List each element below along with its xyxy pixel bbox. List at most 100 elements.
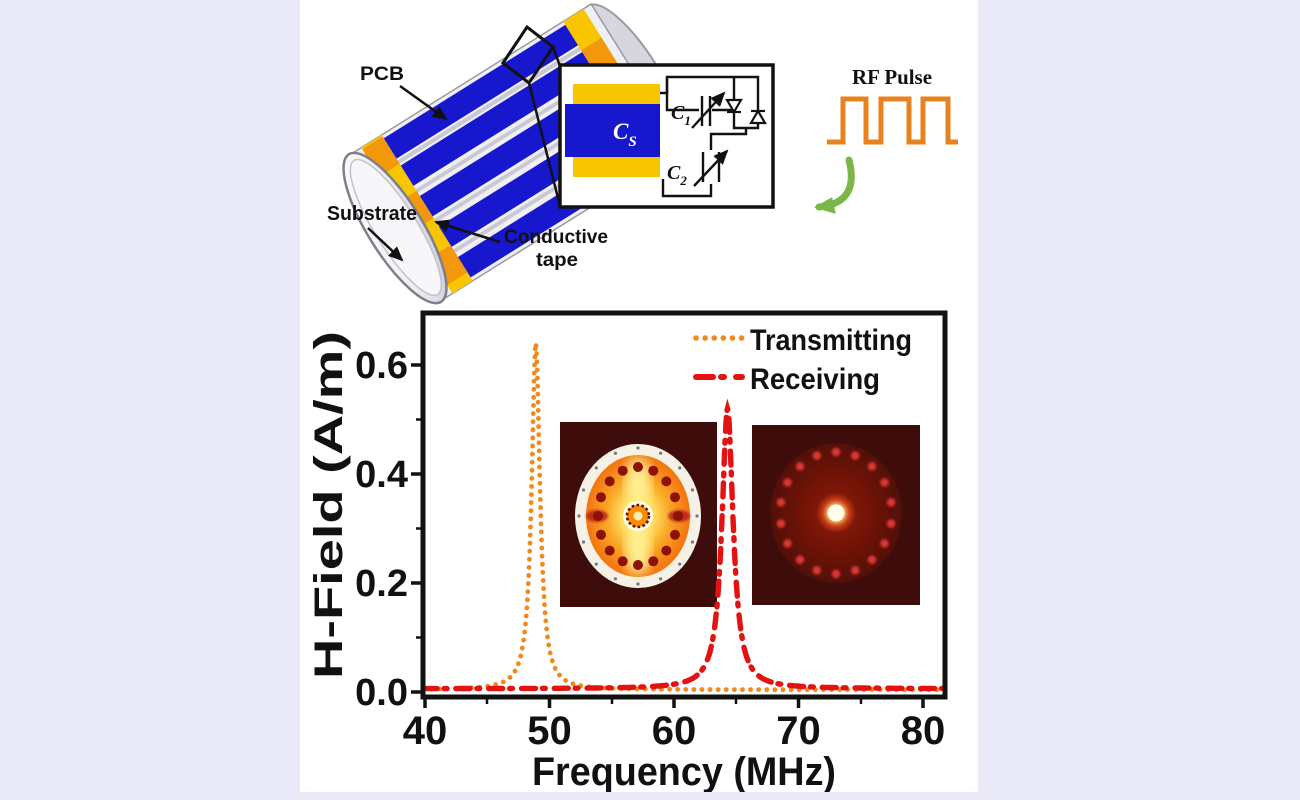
axis-ticks bbox=[411, 363, 925, 708]
circuit-inset: CS C1 C2 bbox=[558, 63, 775, 209]
field-dot bbox=[661, 476, 672, 487]
legend-label-receiving: Receiving bbox=[750, 363, 880, 396]
c2-label: C2 bbox=[667, 162, 687, 188]
conductive-tape-arrow bbox=[434, 219, 501, 244]
field-dot bbox=[880, 539, 889, 548]
y-tick-label: 0.0 bbox=[355, 672, 408, 714]
x-tick-label: 60 bbox=[652, 709, 697, 753]
legend-label-transmitting: Transmitting bbox=[750, 324, 912, 357]
field-dot bbox=[851, 451, 860, 460]
right-field-dots bbox=[776, 447, 896, 579]
field-dot bbox=[678, 466, 682, 470]
field-dot bbox=[831, 569, 841, 579]
inset-left-field-map bbox=[560, 422, 717, 607]
diode-up-icon bbox=[749, 108, 767, 125]
field-dot bbox=[577, 514, 581, 518]
sample-capacitor-body bbox=[565, 104, 660, 157]
y-tick-label: 0.2 bbox=[355, 563, 408, 605]
y-tick-label: 0.6 bbox=[355, 345, 408, 387]
right-center-core bbox=[827, 504, 845, 522]
switch-arrow-icon bbox=[814, 156, 855, 214]
field-dot bbox=[867, 462, 877, 471]
field-dot bbox=[678, 562, 682, 566]
inset-right-field-map bbox=[752, 425, 920, 605]
x-tick-labels: 40 50 60 70 80 bbox=[403, 709, 946, 753]
field-dot bbox=[594, 466, 598, 470]
rf-pulse-group: RF Pulse bbox=[814, 65, 958, 214]
diode-pair bbox=[725, 98, 767, 125]
electrode-top bbox=[573, 84, 660, 104]
y-tick-labels: 0.0 0.2 0.4 0.6 bbox=[355, 345, 408, 714]
field-dot bbox=[880, 478, 889, 487]
field-dot bbox=[613, 451, 617, 455]
diode-down-icon bbox=[725, 98, 743, 115]
x-tick-label: 40 bbox=[403, 709, 448, 753]
plot-frame bbox=[420, 310, 948, 700]
field-dot bbox=[581, 488, 586, 492]
cs-label: CS bbox=[613, 119, 637, 150]
y-axis-title: H-Field (A/m) bbox=[307, 331, 351, 679]
c2-variable-arrow bbox=[693, 149, 729, 187]
pcb-arrow bbox=[399, 84, 448, 121]
coil-annotations: PCB Substrate Conductive tape bbox=[327, 64, 608, 271]
x-tick-label: 70 bbox=[776, 709, 821, 753]
x-axis-title: Frequency (MHz) bbox=[532, 750, 836, 792]
series-curve-receiving bbox=[425, 398, 943, 692]
field-dot bbox=[812, 451, 821, 460]
field-dot bbox=[776, 498, 786, 507]
field-dot bbox=[636, 446, 640, 450]
callout-zoom-box bbox=[500, 24, 562, 207]
field-dot bbox=[636, 582, 640, 586]
x-tick-label: 80 bbox=[901, 709, 946, 753]
field-dot bbox=[648, 465, 659, 476]
left-rim-dots bbox=[577, 446, 699, 586]
field-dot bbox=[776, 519, 786, 528]
rf-pulse-waveform bbox=[827, 96, 958, 145]
rf-pulse-label: RF Pulse bbox=[852, 65, 932, 89]
conductive-tape-label-2: tape bbox=[536, 250, 578, 271]
field-dot bbox=[795, 462, 805, 471]
field-dot bbox=[670, 492, 680, 503]
field-dot bbox=[690, 488, 695, 492]
field-dot bbox=[831, 447, 841, 457]
field-dot bbox=[795, 555, 805, 564]
series-curves bbox=[425, 342, 943, 693]
field-dot bbox=[604, 476, 615, 487]
chart-legend: Transmitting Receiving bbox=[693, 324, 912, 396]
substrate-arrow bbox=[367, 227, 404, 262]
field-dot bbox=[613, 577, 617, 581]
field-dot bbox=[690, 540, 695, 544]
field-dot bbox=[783, 478, 792, 487]
c1-variable-arrow bbox=[691, 91, 726, 129]
substrate-label: Substrate bbox=[327, 203, 417, 225]
conductive-tape-label-1: Conductive bbox=[504, 227, 608, 248]
field-dot bbox=[673, 511, 683, 521]
c1-label: C1 bbox=[671, 102, 691, 128]
field-dot bbox=[659, 451, 663, 455]
field-dot bbox=[851, 566, 860, 575]
field-dot bbox=[633, 462, 643, 472]
field-dot bbox=[661, 545, 672, 556]
field-dot bbox=[812, 566, 821, 575]
field-dot bbox=[596, 529, 606, 540]
figure-canvas: PCB Substrate Conductive tape CS bbox=[307, 3, 958, 794]
field-dot bbox=[886, 519, 896, 528]
left-field-dots bbox=[593, 462, 683, 570]
x-tick-label: 50 bbox=[527, 709, 572, 753]
field-dot bbox=[659, 577, 663, 581]
field-dot bbox=[670, 529, 680, 540]
field-dot bbox=[604, 545, 615, 556]
field-dot bbox=[648, 556, 659, 567]
field-dot bbox=[867, 555, 877, 564]
left-center-dot bbox=[633, 511, 643, 521]
field-dot bbox=[593, 511, 603, 521]
field-dot bbox=[617, 465, 628, 476]
field-dot bbox=[695, 514, 699, 518]
electrode-bottom bbox=[573, 157, 660, 177]
y-tick-label: 0.4 bbox=[355, 454, 408, 496]
pcb-label: PCB bbox=[360, 64, 404, 85]
field-dot bbox=[617, 556, 628, 567]
hfield-chart: 40 50 60 70 80 0.0 0.2 0.4 0.6 Frequency… bbox=[307, 310, 948, 794]
field-dot bbox=[886, 498, 896, 507]
field-dot bbox=[783, 539, 792, 548]
